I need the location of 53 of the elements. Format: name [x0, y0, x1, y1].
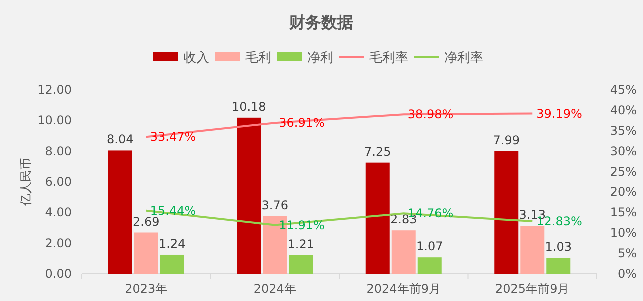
- y2-tick-label: 40%: [610, 103, 637, 118]
- legend-label: 收入: [184, 51, 210, 66]
- bar: [289, 255, 314, 274]
- data-label: 1.24: [159, 236, 186, 251]
- x-tick-label: 2024年: [254, 282, 296, 296]
- y-tick-label: 0.00: [45, 267, 72, 281]
- data-label: 33.47%: [150, 130, 196, 144]
- y2-tick-label: 25%: [610, 164, 637, 179]
- data-label: 1.07: [416, 240, 444, 254]
- bar: [520, 226, 545, 274]
- bar: [160, 254, 184, 274]
- chart-title: 财务数据: [288, 13, 354, 32]
- y-tick-label: 4.00: [45, 206, 72, 220]
- data-label: 10.18: [232, 100, 266, 114]
- legend-label: 毛利率: [370, 50, 408, 66]
- bar: [494, 151, 519, 274]
- bar: [546, 258, 571, 274]
- data-label: 1.03: [545, 240, 572, 254]
- y2-tick-label: 15%: [610, 206, 637, 220]
- y-tick-label: 2.00: [45, 236, 72, 250]
- bar: [418, 258, 442, 274]
- bar: [108, 150, 132, 274]
- data-label: 1.21: [288, 237, 314, 252]
- legend-label: 净利率: [444, 50, 484, 66]
- data-label: 38.98%: [408, 108, 454, 122]
- bar: [237, 118, 262, 274]
- y2-tick-label: 45%: [610, 83, 637, 97]
- data-label: 8.04: [107, 132, 134, 147]
- data-label: 7.99: [493, 133, 520, 148]
- y2-tick-label: 20%: [610, 185, 637, 200]
- x-tick-label: 2023年: [125, 282, 168, 296]
- data-label: 3.76: [262, 198, 288, 212]
- y-axis-title: 亿人民币: [19, 158, 33, 207]
- y-tick-label: 6.00: [45, 175, 72, 189]
- bar: [134, 232, 158, 274]
- data-label: 36.91%: [279, 116, 325, 130]
- y-tick-label: 12.00: [38, 83, 72, 97]
- y2-tick-label: 10%: [610, 226, 637, 240]
- bar: [366, 162, 390, 274]
- data-label: 7.25: [364, 144, 392, 159]
- y-tick-label: 10.00: [38, 114, 72, 128]
- y-tick-label: 8.00: [45, 144, 72, 158]
- legend-label: 净利: [308, 51, 334, 66]
- y2-tick-label: 30%: [610, 144, 637, 158]
- x-tick-label: 2024年前9月: [366, 282, 441, 296]
- bar: [392, 230, 416, 274]
- legend-label: 毛利: [246, 51, 272, 66]
- x-tick-label: 2025年前9月: [496, 282, 570, 296]
- data-label: 2.69: [133, 214, 160, 229]
- y2-tick-label: 35%: [610, 124, 637, 138]
- data-label: 39.19%: [536, 106, 582, 121]
- y2-tick-label: 0%: [618, 267, 637, 281]
- y2-tick-label: 5%: [618, 246, 637, 261]
